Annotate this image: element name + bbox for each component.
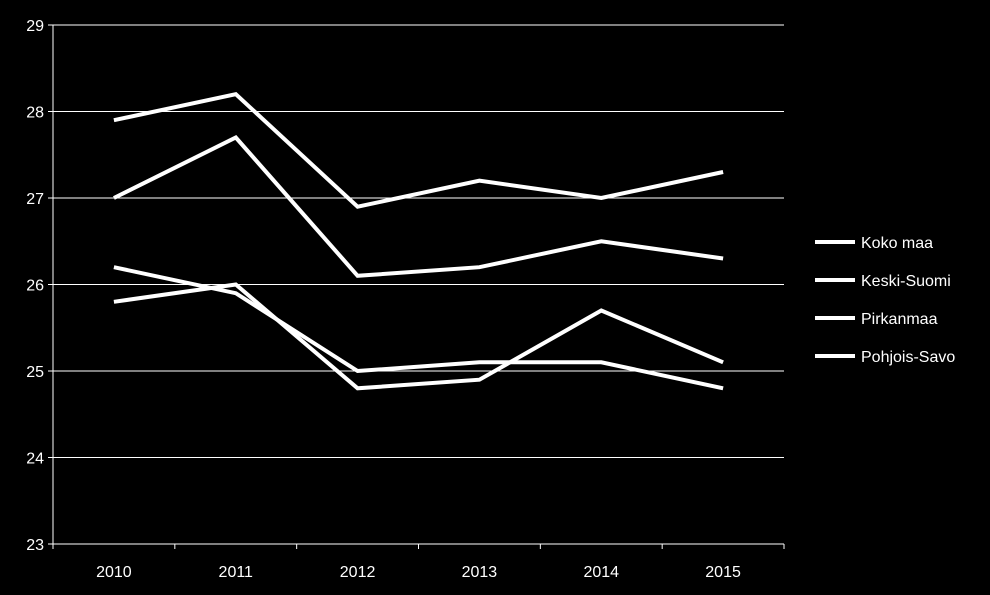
series-line-2 [113,265,724,391]
gridlines [53,24,784,545]
x-tick-label: 2011 [219,564,254,581]
x-axis-tick-labels: 2010 2011 2012 2013 2014 2015 [96,564,741,581]
y-tick-label: 24 [26,451,44,468]
legend-label: Keski-Suomi [861,273,951,290]
legend: Koko maa Keski-Suomi Pirkanmaa Pohjois-Savo [815,235,955,366]
y-tick-label: 28 [26,105,44,122]
y-tick-label: 26 [26,278,44,295]
legend-label: Koko maa [861,235,933,252]
y-axis-tick-labels: 23 24 25 26 27 28 29 [26,18,44,554]
series-line-1 [113,135,724,278]
y-tick-label: 27 [26,191,44,208]
axes [48,24,785,549]
x-tick-label: 2014 [583,564,619,581]
x-tick-label: 2013 [462,564,498,581]
x-tick-label: 2012 [340,564,376,581]
x-tick-label: 2015 [705,564,741,581]
legend-label: Pirkanmaa [861,311,938,328]
y-tick-label: 23 [26,537,44,554]
series-lines [113,92,724,391]
series-line-3 [113,282,724,391]
series-line-0 [113,92,724,209]
x-tick-label: 2010 [96,564,132,581]
y-tick-label: 25 [26,364,44,381]
legend-label: Pohjois-Savo [861,349,955,366]
y-tick-label: 29 [26,18,44,35]
